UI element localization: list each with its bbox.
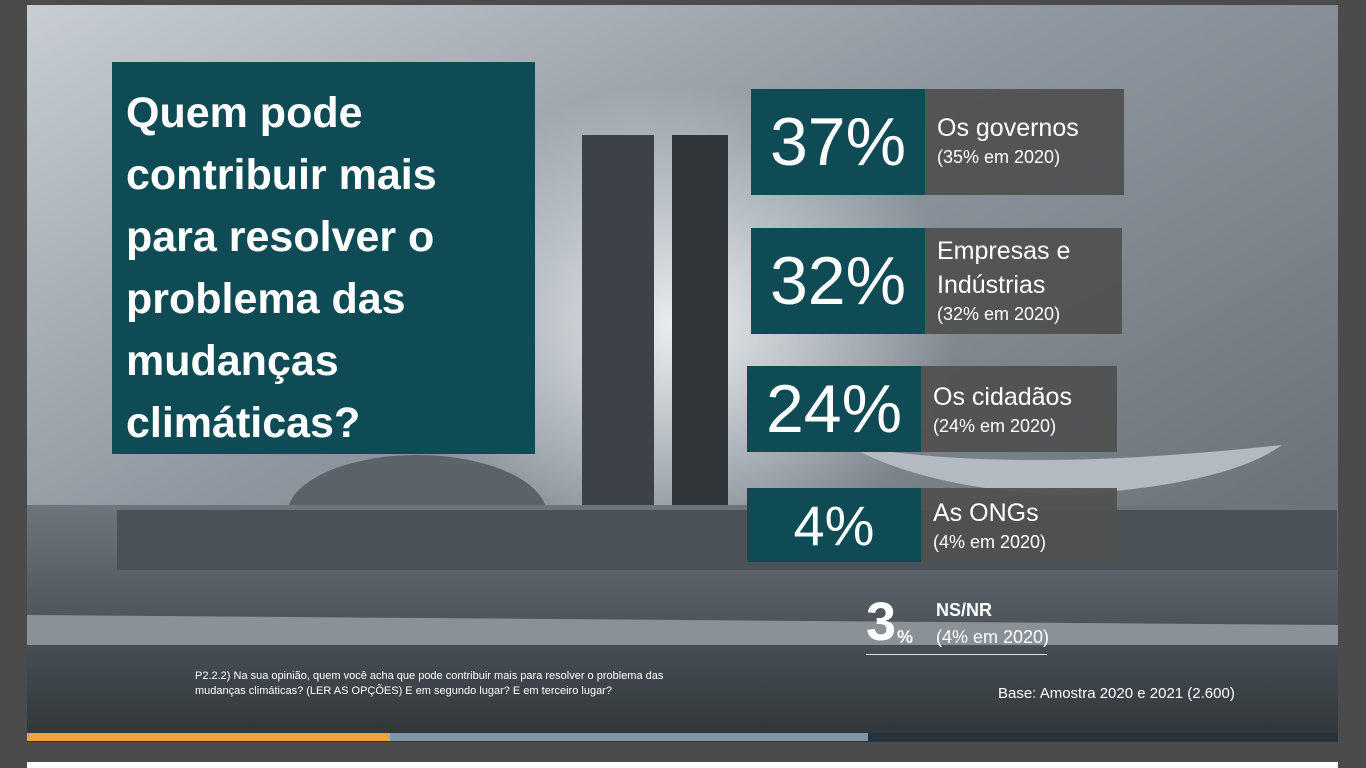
footnote: P2.2.2) Na sua opinião, quem você acha q…	[195, 670, 664, 697]
percentage: 4%	[747, 488, 921, 562]
option: Os governos (35% em 2020)	[925, 89, 1124, 195]
option: Os cidadãos (24% em 2020)	[921, 366, 1117, 452]
percentage: 37%	[751, 89, 925, 195]
option-label: Os governos	[937, 114, 1079, 142]
other-previous: (4% em 2020)	[936, 627, 1050, 647]
other-label: NS/NR	[936, 600, 993, 620]
previous-value: (24% em 2020)	[933, 416, 1057, 436]
underline	[866, 654, 1047, 655]
previous-value: (35% em 2020)	[937, 147, 1061, 167]
base-note: Base: Amostra 2020 e 2021 (2.600)	[998, 685, 1235, 702]
previous-value: (32% em 2020)	[937, 304, 1061, 324]
previous-value: (4% em 2020)	[933, 532, 1047, 552]
percentage: 24%	[747, 366, 921, 452]
percentage: 32%	[751, 228, 925, 334]
option-label: As ONGs	[933, 499, 1039, 527]
other-value: 3	[866, 592, 897, 652]
option: Empresas e Indústrias (32% em 2020)	[925, 228, 1122, 334]
option-label: Empresas e Indústrias	[937, 237, 1071, 299]
option-label: Os cidadãos	[933, 383, 1072, 411]
title: Quem pode contribuir mais para resolver …	[112, 62, 535, 454]
option: As ONGs (4% em 2020)	[921, 488, 1117, 562]
next-slide-edge	[27, 762, 1338, 768]
other-unit: %	[897, 627, 914, 647]
